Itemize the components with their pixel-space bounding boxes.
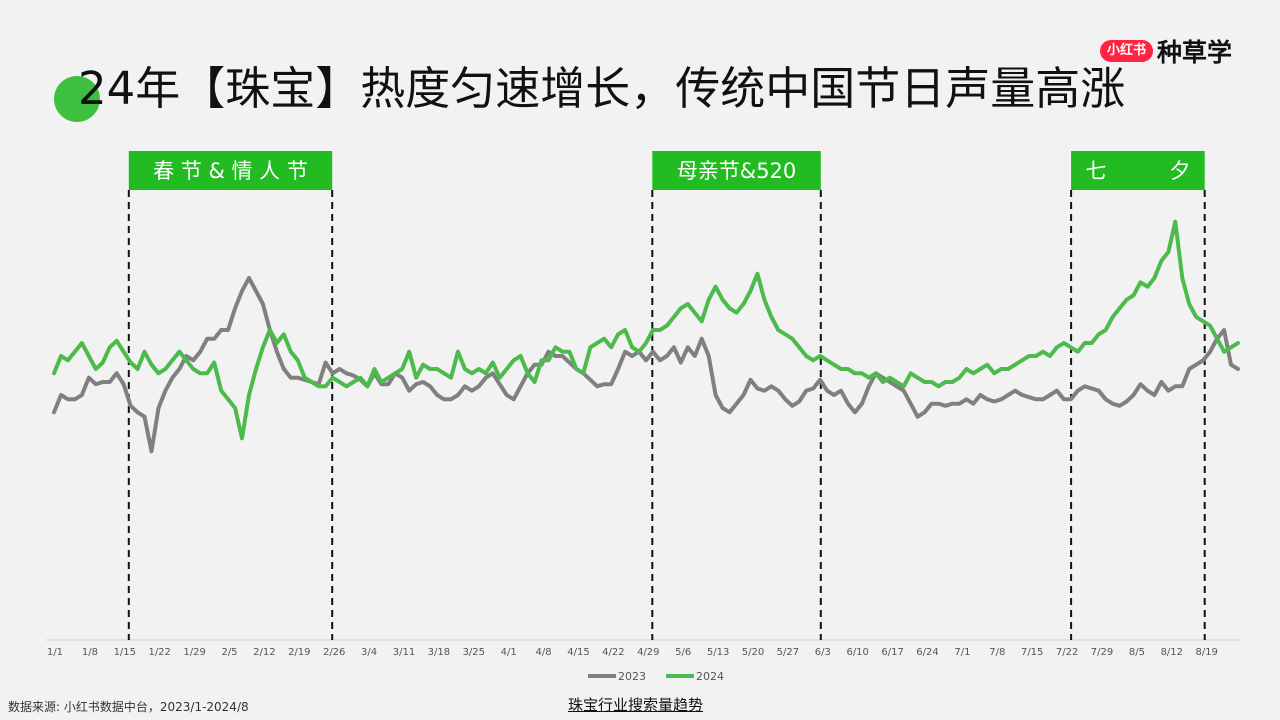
page-title: 24年【珠宝】热度匀速增长，传统中国节日声量高涨 <box>78 62 1126 115</box>
x-tick-label: 8/5 <box>1129 647 1145 658</box>
series-line-2023 <box>52 276 1240 454</box>
legend-label-2023: 2023 <box>618 670 646 683</box>
event-label-box <box>128 151 333 190</box>
event-label-box <box>652 151 821 190</box>
series-line-2024 <box>52 219 1240 441</box>
x-tick-label: 7/15 <box>1021 647 1043 658</box>
data-source-note: 数据来源: 小红书数据中台，2023/1-2024/8 <box>8 700 249 714</box>
x-tick-label: 8/12 <box>1161 647 1183 658</box>
x-tick-label: 7/8 <box>989 647 1005 658</box>
event-label: 七 夕 <box>1085 159 1190 183</box>
x-tick-label: 7/29 <box>1091 647 1113 658</box>
x-tick-label: 3/18 <box>428 647 450 658</box>
x-tick-label: 4/1 <box>501 647 517 658</box>
x-tick-label: 2/19 <box>288 647 310 658</box>
x-tick-label: 2/5 <box>221 647 237 658</box>
brand-name: 种草学 <box>1156 38 1232 67</box>
x-tick-label: 2/26 <box>323 647 345 658</box>
x-tick-label: 2/12 <box>253 647 275 658</box>
event-label: 春 节 & 情 人 节 <box>153 159 308 183</box>
x-tick-label: 4/15 <box>567 647 589 658</box>
x-tick-label: 5/6 <box>675 647 691 658</box>
x-tick-label: 1/15 <box>114 647 136 658</box>
x-tick-label: 6/10 <box>846 647 868 658</box>
x-tick-label: 4/22 <box>602 647 624 658</box>
x-tick-label: 8/19 <box>1195 647 1217 658</box>
x-tick-label: 3/4 <box>361 647 377 658</box>
event-label: 母亲节&520 <box>677 159 796 183</box>
x-tick-label: 6/24 <box>916 647 938 658</box>
x-tick-label: 6/17 <box>881 647 903 658</box>
x-tick-label: 4/29 <box>637 647 659 658</box>
x-tick-label: 1/22 <box>148 647 170 658</box>
x-tick-label: 7/22 <box>1056 647 1078 658</box>
x-tick-label: 6/3 <box>815 647 831 658</box>
x-tick-label: 7/1 <box>954 647 970 658</box>
x-tick-label: 1/8 <box>82 647 98 658</box>
x-tick-label: 4/8 <box>536 647 552 658</box>
x-tick-label: 5/27 <box>777 647 799 658</box>
x-tick-label: 5/13 <box>707 647 729 658</box>
x-tick-label: 1/29 <box>183 647 205 658</box>
brand-logo: 小红书 种草学 <box>1099 33 1232 69</box>
x-tick-label: 3/25 <box>463 647 485 658</box>
x-tick-label: 1/1 <box>47 647 63 658</box>
xiaohongshu-badge: 小红书 <box>1099 40 1153 62</box>
x-tick-label: 3/11 <box>393 647 415 658</box>
chart-caption: 珠宝行业搜索量趋势 <box>568 696 704 714</box>
legend-label-2024: 2024 <box>696 670 724 683</box>
event-label-box <box>1071 151 1205 190</box>
title-decor-dot <box>54 76 100 122</box>
x-tick-label: 5/20 <box>742 647 764 658</box>
